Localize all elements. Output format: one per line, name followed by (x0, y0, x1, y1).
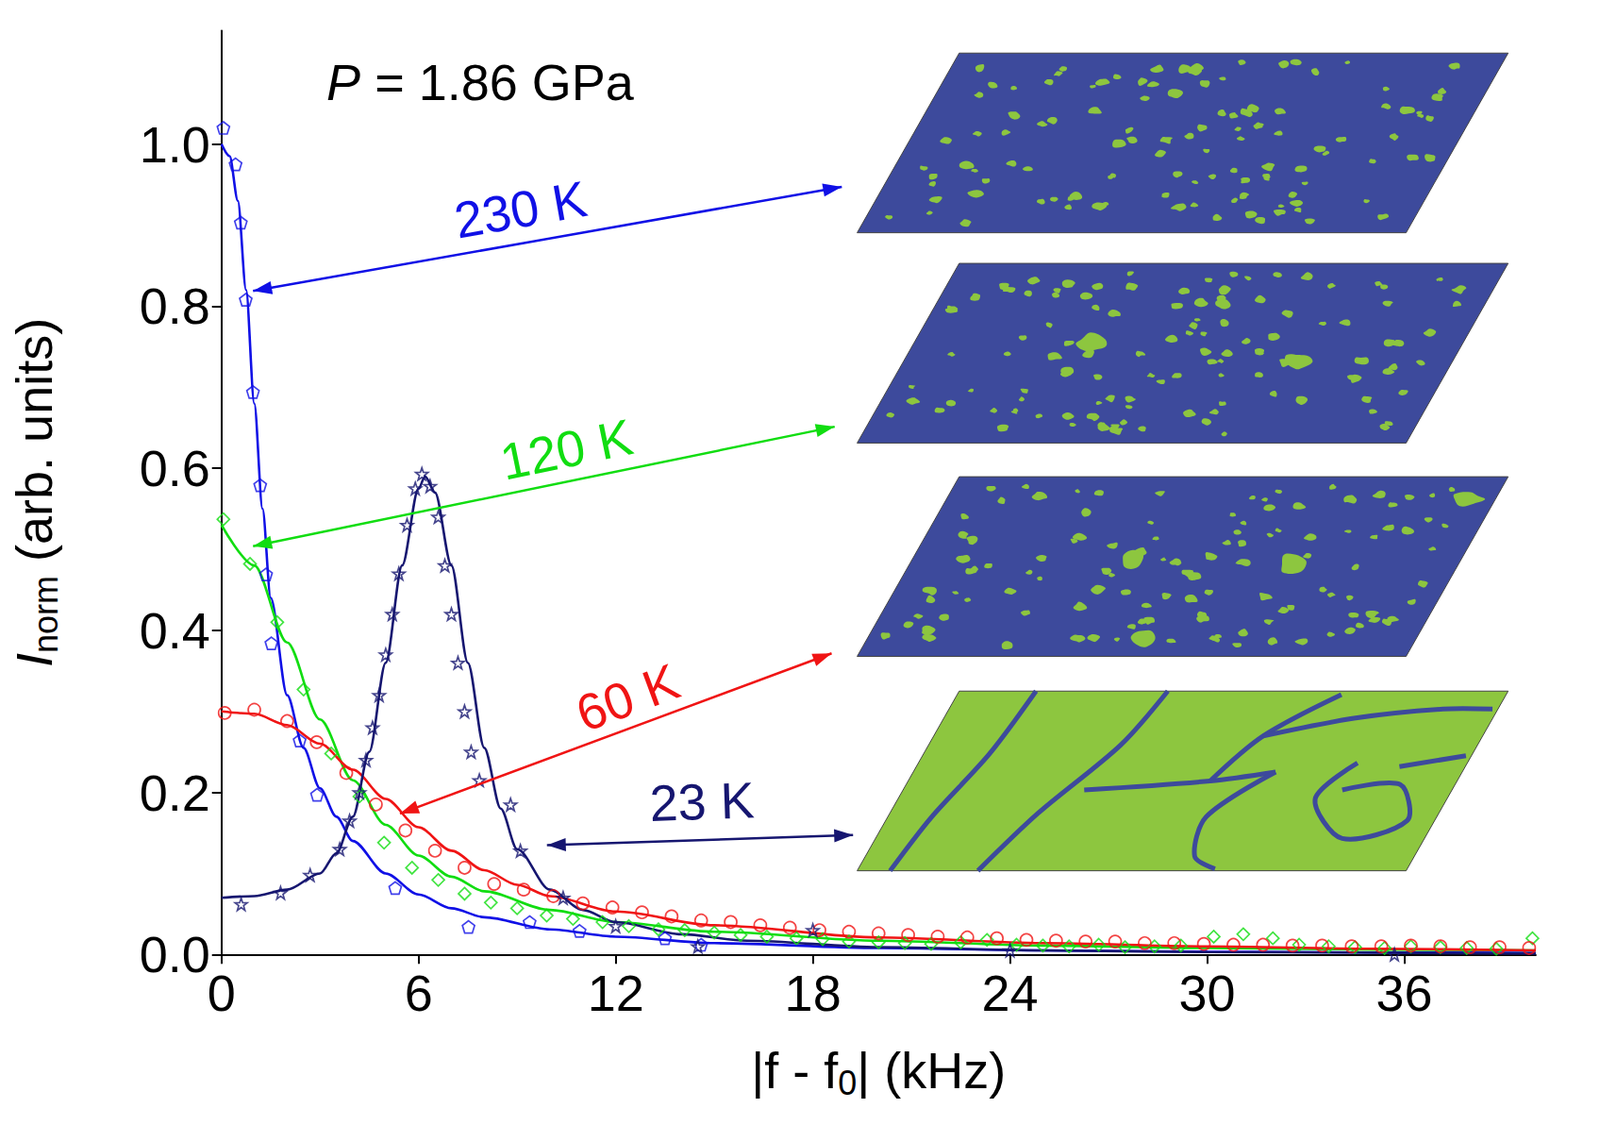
svg-text:0.8: 0.8 (139, 277, 211, 334)
svg-text:24: 24 (982, 964, 1039, 1021)
svg-text:P: P (326, 53, 361, 111)
svg-text:| (kHz): | (kHz) (856, 1041, 1006, 1099)
svg-text:12: 12 (587, 964, 645, 1021)
svg-text:30: 30 (1179, 964, 1236, 1021)
svg-text:0: 0 (207, 964, 236, 1021)
svg-text:23 K: 23 K (649, 770, 756, 832)
svg-text:120 K: 120 K (495, 407, 637, 490)
svg-text:0: 0 (837, 1063, 857, 1102)
svg-text:0.2: 0.2 (139, 764, 211, 821)
svg-text:60 K: 60 K (568, 651, 687, 742)
svg-text:norm: norm (26, 575, 66, 653)
svg-text:I: I (5, 652, 63, 667)
svg-text:36: 36 (1376, 964, 1434, 1021)
svg-text:0.6: 0.6 (139, 439, 211, 497)
svg-text:230 K: 230 K (450, 169, 591, 250)
svg-text:= 1.86 GPa: = 1.86 GPa (360, 53, 635, 111)
svg-text:0.4: 0.4 (139, 601, 211, 659)
svg-text:(arb. units): (arb. units) (5, 317, 63, 576)
svg-text:1.0: 1.0 (139, 116, 211, 173)
svg-text:6: 6 (404, 964, 434, 1021)
svg-text:18: 18 (784, 964, 842, 1021)
svg-text:|f - f: |f - f (750, 1041, 839, 1099)
svg-text:0.0: 0.0 (139, 925, 211, 983)
